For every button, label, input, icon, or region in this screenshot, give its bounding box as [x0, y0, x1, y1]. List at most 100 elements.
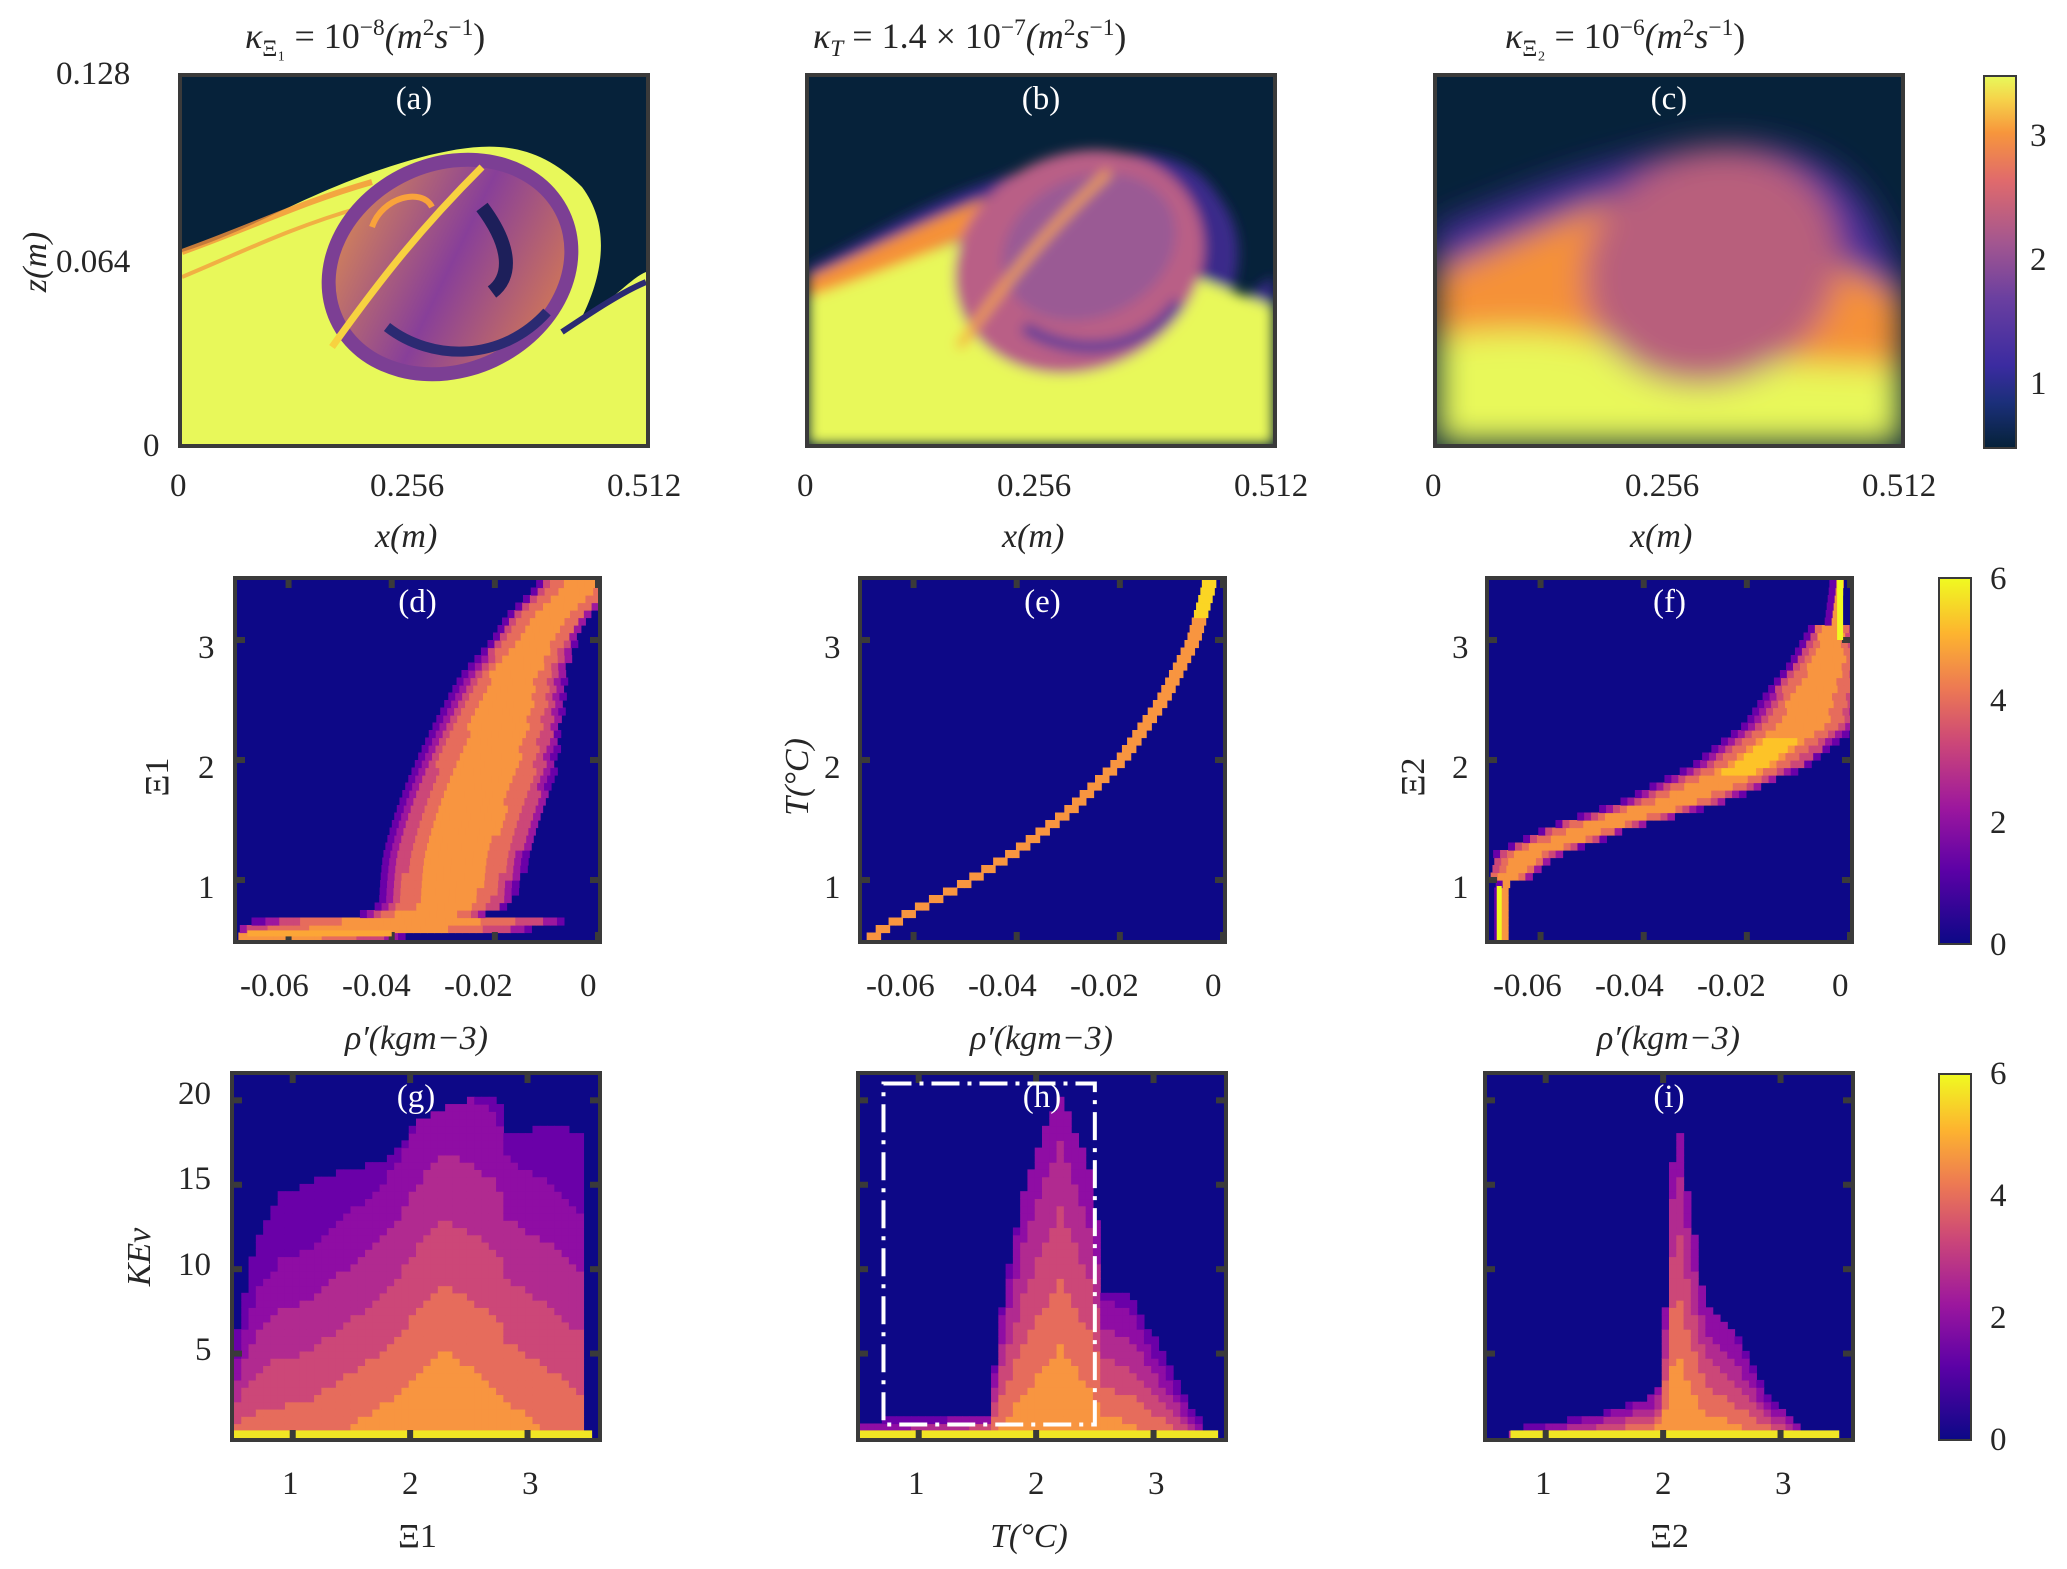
hist-cell	[474, 707, 483, 716]
hist-cell	[867, 1423, 876, 1432]
hist-cell	[1756, 1394, 1765, 1403]
hist-cell	[459, 1249, 468, 1258]
hist-cell	[452, 1212, 461, 1221]
hist-cell	[1676, 1183, 1685, 1192]
hist-cell	[1173, 1387, 1181, 1396]
hist-cell	[561, 1379, 570, 1388]
hist-cell	[553, 745, 562, 754]
hist-cell	[1020, 1387, 1029, 1396]
hist-cell	[514, 685, 523, 694]
hist-cell	[473, 752, 482, 761]
hist-cell	[429, 835, 437, 844]
y-tick-mark	[1215, 757, 1223, 763]
hist-cell	[1749, 1394, 1757, 1403]
hist-cell	[445, 917, 454, 926]
hist-cell	[459, 1133, 468, 1141]
hist-cell	[437, 1111, 446, 1120]
hist-cell	[549, 610, 557, 619]
hist-cell	[292, 1365, 301, 1374]
hist-cell	[1683, 1321, 1692, 1330]
hist-cell	[1129, 1387, 1138, 1396]
hist-cell	[539, 1256, 548, 1265]
hist-cell	[458, 700, 466, 709]
hist-cell	[1610, 1423, 1619, 1432]
hist-cell	[413, 895, 422, 904]
hist-cell	[1732, 745, 1740, 754]
hist-cell	[248, 1365, 257, 1374]
hist-cell	[554, 1285, 563, 1294]
hist-cell	[1092, 1241, 1101, 1250]
hist-cell	[516, 655, 524, 664]
hist-cell	[314, 1278, 322, 1287]
hist-cell	[1662, 790, 1671, 799]
hist-cell	[444, 857, 453, 866]
hist-cell	[374, 902, 383, 911]
xtick-c-0: 0	[1425, 468, 1442, 504]
hist-cell	[474, 1256, 483, 1265]
hist-cell	[430, 1176, 439, 1185]
hist-cell	[1843, 677, 1850, 686]
hist-cell	[1144, 722, 1152, 731]
hist-cell	[1803, 722, 1812, 731]
hist-cell	[1107, 1423, 1116, 1432]
hist-cell	[1734, 1387, 1743, 1396]
hist-cell	[438, 805, 446, 814]
hist-cell	[1846, 655, 1850, 664]
hist-cell	[459, 1154, 468, 1163]
hist-cell	[394, 1154, 403, 1163]
hist-cell	[343, 1212, 352, 1221]
hist-cell	[576, 1220, 585, 1229]
hist-cell	[394, 1176, 403, 1185]
hist-cell	[1114, 1329, 1123, 1337]
hist-cell	[1114, 1372, 1123, 1381]
hist-cell	[394, 1321, 403, 1330]
hist-cell	[394, 872, 403, 881]
hist-cell	[1078, 1234, 1087, 1243]
hist-cell	[1107, 1379, 1116, 1388]
xtick-g-3: 3	[522, 1466, 539, 1502]
hist-cell	[503, 1358, 512, 1366]
hist-cell	[463, 775, 472, 784]
hist-cell	[328, 1220, 337, 1229]
hist-cell	[1107, 1343, 1116, 1352]
hist-cell	[1750, 752, 1759, 761]
hist-cell	[547, 1394, 555, 1403]
hist-cell	[576, 1358, 585, 1366]
hist-cell	[1497, 872, 1506, 881]
hist-cell	[1719, 1358, 1728, 1366]
hist-cell	[517, 1271, 526, 1279]
hist-cell	[1661, 805, 1670, 814]
hist-cell	[561, 1256, 570, 1265]
hist-cell	[1676, 1140, 1685, 1149]
hist-cell	[1669, 1212, 1677, 1221]
hist-cell	[314, 1249, 322, 1258]
hist-cell	[519, 715, 528, 724]
hist-cell	[1756, 1379, 1765, 1388]
hist-cell	[1056, 1227, 1065, 1236]
hist-cell	[511, 745, 520, 754]
hist-cell	[1647, 1416, 1656, 1425]
hist-cell	[379, 1212, 388, 1221]
hist-cell	[1063, 1343, 1072, 1352]
hist-cell	[494, 850, 503, 859]
hist-cell	[1661, 1416, 1670, 1425]
hist-cell	[380, 910, 389, 919]
hist-cell	[380, 880, 388, 889]
hist-cell	[1738, 790, 1747, 799]
hist-cell	[1690, 1285, 1699, 1294]
hist-cell	[328, 1336, 337, 1345]
hist-cell	[1034, 1350, 1043, 1359]
hist-cell	[1020, 1212, 1029, 1221]
hist-cell	[270, 1358, 279, 1366]
hist-cell	[1152, 700, 1161, 709]
hist-cell	[561, 1350, 570, 1359]
hist-cell	[292, 1350, 301, 1359]
hist-cell	[438, 850, 447, 859]
hist-cell	[1501, 902, 1509, 911]
hist-cell	[1063, 1329, 1072, 1337]
hist-cell	[284, 1423, 293, 1432]
hist-cell	[1158, 1423, 1167, 1432]
hist-cell	[1686, 767, 1695, 776]
hist-cell	[481, 1379, 490, 1388]
hist-cell	[1063, 1394, 1072, 1403]
